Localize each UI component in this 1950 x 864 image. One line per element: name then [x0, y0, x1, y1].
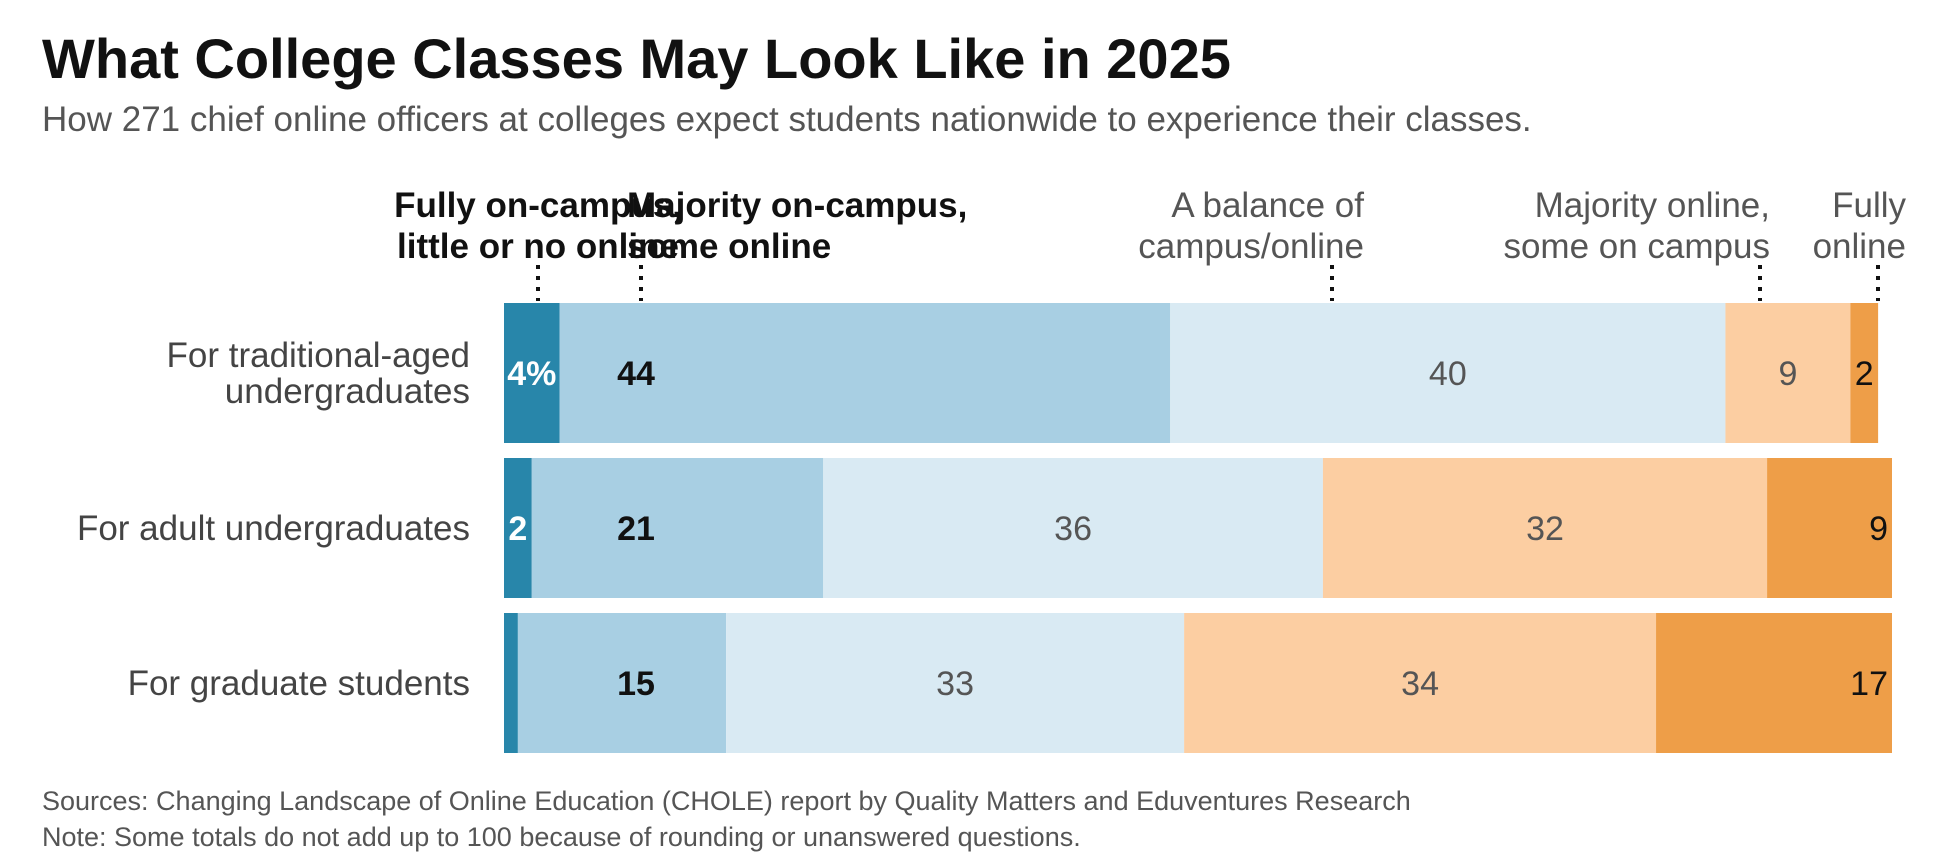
data-label: 32	[1526, 510, 1564, 548]
bar-segment	[531, 458, 824, 598]
data-label: 40	[1429, 355, 1467, 393]
rounding-note: Note: Some totals do not add up to 100 b…	[42, 822, 1081, 852]
data-label: 15	[617, 665, 655, 703]
series-header-line: Majority on-campus,	[627, 186, 967, 225]
bar-segment	[1767, 458, 1892, 598]
series-header-line: some online	[627, 227, 831, 266]
row-label-line: For adult undergraduates	[77, 509, 470, 548]
row-label-line: For graduate students	[128, 664, 470, 703]
bar-segment	[823, 458, 1323, 598]
series-headers: Fully on-campus, little or no onlineMajor…	[394, 186, 1906, 266]
series-header-line: Majority online,	[1535, 186, 1770, 225]
header-tick-marks	[536, 265, 1880, 301]
data-label: 21	[617, 510, 655, 548]
row-label-line: For traditional-aged	[167, 336, 471, 375]
bar-rows: 4% 44 40 9 2 2 21 36 32 9 15 33 34 17	[504, 303, 1892, 753]
series-header-line: little or no online	[397, 227, 679, 266]
data-label: 44	[617, 355, 655, 393]
row-labels: For traditional-aged undergraduates For ad…	[77, 336, 470, 703]
data-label: 2	[508, 510, 527, 548]
row-label-line: undergraduates	[225, 372, 470, 411]
source-note: Sources: Changing Landscape of Online Ed…	[42, 786, 1411, 816]
bar-row: 2 21 36 32 9	[504, 458, 1892, 598]
series-header: Fully online	[1813, 186, 1907, 266]
bar-segment	[504, 613, 518, 753]
bar-segment	[1184, 613, 1657, 753]
series-header: Fully on-campus, little or no online	[394, 186, 682, 266]
data-label: 17	[1850, 665, 1888, 703]
data-label: 4%	[507, 355, 556, 393]
chart-title: What College Classes May Look Like in 20…	[42, 27, 1231, 90]
series-header-line: campus/online	[1138, 227, 1364, 266]
bar-segment	[1725, 303, 1851, 443]
bar-segment	[1656, 613, 1892, 753]
row-label: For adult undergraduates	[77, 509, 470, 548]
data-label: 34	[1401, 665, 1439, 703]
series-header: Majority on-campus, some online	[627, 186, 967, 266]
data-label: 9	[1778, 355, 1797, 393]
bar-segment	[1170, 303, 1726, 443]
bar-row: 4% 44 40 9 2	[504, 303, 1879, 443]
stacked-bar-chart: Fully on-campus, little or no onlineMajor…	[77, 186, 1906, 753]
series-header-line: online	[1813, 227, 1906, 266]
series-header: Majority online, some on campus	[1503, 186, 1770, 266]
data-label: 9	[1869, 510, 1888, 548]
chart-subtitle: How 271 chief online officers at college…	[42, 100, 1532, 139]
bar-segment	[1850, 303, 1879, 443]
bar-segment	[1322, 458, 1768, 598]
row-label: For graduate students	[128, 664, 470, 703]
footnotes: Sources: Changing Landscape of Online Ed…	[42, 783, 1411, 855]
row-label: For traditional-aged undergraduates	[167, 336, 471, 411]
data-label: 33	[936, 665, 974, 703]
data-label: 2	[1855, 355, 1874, 393]
bar-segment	[517, 613, 727, 753]
series-header-line: A balance of	[1171, 186, 1364, 225]
bar-segment	[559, 303, 1171, 443]
bar-segment	[504, 303, 560, 443]
series-header-line: some on campus	[1503, 227, 1770, 266]
bar-segment	[504, 458, 532, 598]
bar-segment	[726, 613, 1185, 753]
series-header: A balance of campus/online	[1138, 186, 1364, 266]
series-header-line: Fully	[1832, 186, 1906, 225]
data-label: 36	[1054, 510, 1092, 548]
bar-row: 15 33 34 17	[504, 613, 1892, 753]
series-header-line: Fully on-campus,	[394, 186, 682, 225]
